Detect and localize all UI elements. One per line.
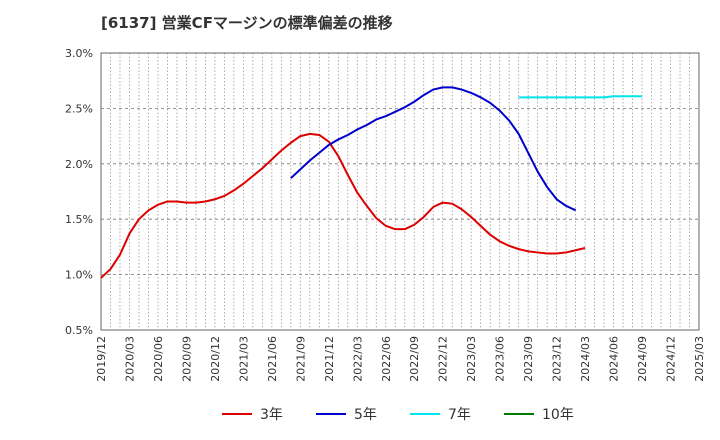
- x-tick-label: 2024/12: [665, 336, 678, 382]
- y-tick-label: 3.0%: [65, 47, 93, 60]
- x-tick-label: 2022/06: [380, 336, 393, 382]
- x-tick-label: 2022/12: [437, 336, 450, 382]
- legend-label: 5年: [354, 407, 377, 423]
- x-tick-label: 2020/03: [123, 336, 136, 382]
- x-tick-label: 2021/12: [323, 336, 336, 382]
- x-tick-label: 2024/06: [608, 336, 621, 382]
- x-tick-label: 2023/12: [551, 336, 564, 382]
- legend-label: 7年: [448, 407, 471, 423]
- y-tick-label: 2.5%: [65, 102, 93, 115]
- x-tick-label: 2020/09: [180, 336, 193, 382]
- series-line-7年: [518, 95, 643, 99]
- y-tick-label: 1.5%: [65, 213, 93, 226]
- x-tick-label: 2021/09: [294, 336, 307, 382]
- x-tick-label: 2021/06: [266, 336, 279, 382]
- series-line-5年: [290, 86, 577, 212]
- y-tick-label: 1.0%: [65, 269, 93, 282]
- y-tick-label: 0.5%: [65, 324, 93, 337]
- x-tick-label: 2019/12: [95, 336, 108, 382]
- y-tick-label: 2.0%: [65, 158, 93, 171]
- x-tick-label: 2023/03: [465, 336, 478, 382]
- x-tick-label: 2023/06: [494, 336, 507, 382]
- plot-frame: [100, 52, 700, 331]
- x-tick-label: 2024/03: [579, 336, 592, 382]
- legend-label: 3年: [260, 407, 283, 423]
- x-tick-label: 2020/06: [152, 336, 165, 382]
- x-tick-label: 2022/09: [408, 336, 421, 382]
- x-tick-label: 2022/03: [351, 336, 364, 382]
- series-line-3年: [100, 132, 586, 279]
- x-tick-label: 2021/03: [237, 336, 250, 382]
- chart-title: [6137] 営業CFマージンの標準偏差の推移: [101, 14, 393, 32]
- x-tick-label: 2024/09: [636, 336, 649, 382]
- x-tick-label: 2020/12: [209, 336, 222, 382]
- x-tick-label: 2025/03: [693, 336, 706, 382]
- x-tick-label: 2023/09: [522, 336, 535, 382]
- plot-area: [101, 53, 699, 330]
- legend-label: 10年: [542, 407, 574, 423]
